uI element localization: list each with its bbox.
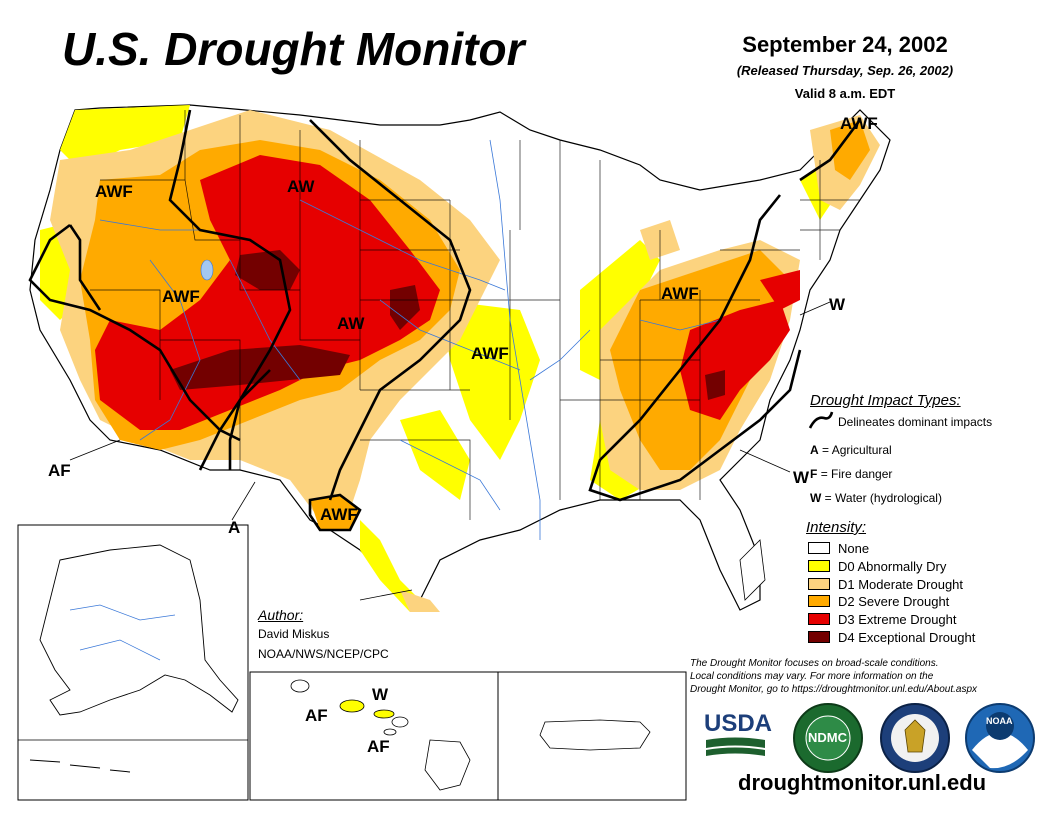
noaa-logo-text: NOAA — [986, 716, 1013, 726]
legend-d2-label: D2 Severe Drought — [838, 593, 950, 609]
alaska-rivers — [69, 604, 176, 661]
impact-boundaries — [28, 109, 862, 532]
release-date: (Released Thursday, Sep. 26, 2002) — [736, 63, 954, 78]
label-awf-great-basin: AWF — [162, 287, 200, 306]
legend-d4: D4 Exceptional Drought — [808, 629, 975, 645]
impact-water-label: = Water (hydrological) — [824, 491, 942, 505]
disclaimer-line-2: Local conditions may vary. For more info… — [690, 671, 934, 682]
commerce-seal — [880, 703, 950, 773]
label-aw-central: AW — [337, 314, 365, 333]
label-awf-ohio-valley: AWF — [661, 284, 699, 303]
label-awf-plains: AWF — [471, 344, 509, 363]
impact-water-key: W — [810, 491, 822, 505]
map-date: September 24, 2002 — [742, 32, 948, 57]
alaska-outline — [39, 544, 239, 716]
legend-none-label: None — [838, 540, 870, 556]
author-heading: Author: — [258, 607, 304, 623]
label-af-southwest: AF — [48, 461, 71, 480]
author-org: NOAA/NWS/NCEP/CPC — [258, 647, 389, 661]
impact-fire-label: = Fire danger — [820, 467, 893, 481]
legend-none: None — [808, 540, 869, 556]
swatch-d3 — [808, 613, 830, 625]
rivers — [99, 139, 721, 540]
impact-fire: F = Fire danger — [810, 467, 892, 481]
impact-delineates: Delineates dominant impacts — [838, 415, 993, 429]
swatch-d0 — [808, 560, 830, 572]
page-title: U.S. Drought Monitor — [62, 23, 525, 75]
impact-agricultural-key: A — [810, 443, 819, 457]
swatch-d1 — [808, 578, 830, 590]
disclaimer: The Drought Monitor focuses on broad-sca… — [690, 657, 1040, 696]
label-awf-northwest: AWF — [95, 182, 133, 201]
valid-time: Valid 8 a.m. EDT — [794, 86, 896, 101]
author-name: David Miskus — [258, 627, 330, 641]
legend-d2: D2 Severe Drought — [808, 593, 949, 609]
label-awf-texas: AWF — [320, 505, 358, 524]
swatch-d2 — [808, 595, 830, 607]
label-w-midatlantic: W — [829, 295, 846, 314]
ndmc-logo-text: NDMC — [808, 730, 847, 745]
swatch-none — [808, 542, 830, 554]
impact-agricultural: A = Agricultural — [810, 443, 892, 457]
legend-d1: D1 Moderate Drought — [808, 576, 963, 592]
usda-logo-text: USDA — [704, 710, 773, 737]
leader-lines — [69, 301, 831, 601]
intensity-legend-title: Intensity: — [806, 519, 867, 536]
label-w-southeast: W — [793, 468, 810, 487]
legend-d0: D0 Abnormally Dry — [808, 558, 946, 574]
impact-fire-key: F — [810, 467, 818, 481]
label-aw-north: AW — [287, 177, 315, 196]
label-awf-maine: AWF — [840, 114, 878, 133]
impact-line-symbol — [808, 411, 834, 429]
legend-d3: D3 Extreme Drought — [808, 611, 957, 627]
legend-d1-label: D1 Moderate Drought — [838, 576, 964, 592]
hawaii-islands — [290, 679, 471, 791]
state-boundaries — [90, 110, 860, 520]
label-af-hawaii-west: AF — [305, 706, 328, 725]
label-w-hawaii: W — [372, 685, 389, 704]
impact-legend-title: Drought Impact Types: — [810, 392, 961, 409]
aleutian-islands — [29, 759, 131, 773]
website-link[interactable]: droughtmonitor.unl.edu — [738, 770, 987, 795]
impact-water: W = Water (hydrological) — [810, 491, 942, 505]
usda-logo — [706, 737, 765, 756]
label-a-southwest: A — [228, 518, 241, 537]
gulf-coast — [739, 539, 766, 601]
great-salt-lake — [200, 259, 214, 281]
puerto-rico-outline — [539, 719, 651, 751]
legend-d0-label: D0 Abnormally Dry — [838, 558, 947, 574]
legend-d4-label: D4 Exceptional Drought — [838, 629, 976, 645]
swatch-d4 — [808, 631, 830, 643]
label-af-hawaii-big: AF — [367, 737, 390, 756]
noaa-logo — [965, 703, 1035, 773]
legend-d3-label: D3 Extreme Drought — [838, 611, 957, 627]
disclaimer-line-1: The Drought Monitor focuses on broad-sca… — [690, 658, 939, 669]
ndmc-logo — [793, 703, 863, 773]
impact-agricultural-label: = Agricultural — [822, 443, 892, 457]
disclaimer-line-3[interactable]: Drought Monitor, go to https://droughtmo… — [690, 684, 978, 695]
